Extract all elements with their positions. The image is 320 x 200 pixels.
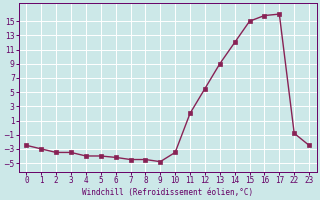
X-axis label: Windchill (Refroidissement éolien,°C): Windchill (Refroidissement éolien,°C) xyxy=(82,188,253,197)
